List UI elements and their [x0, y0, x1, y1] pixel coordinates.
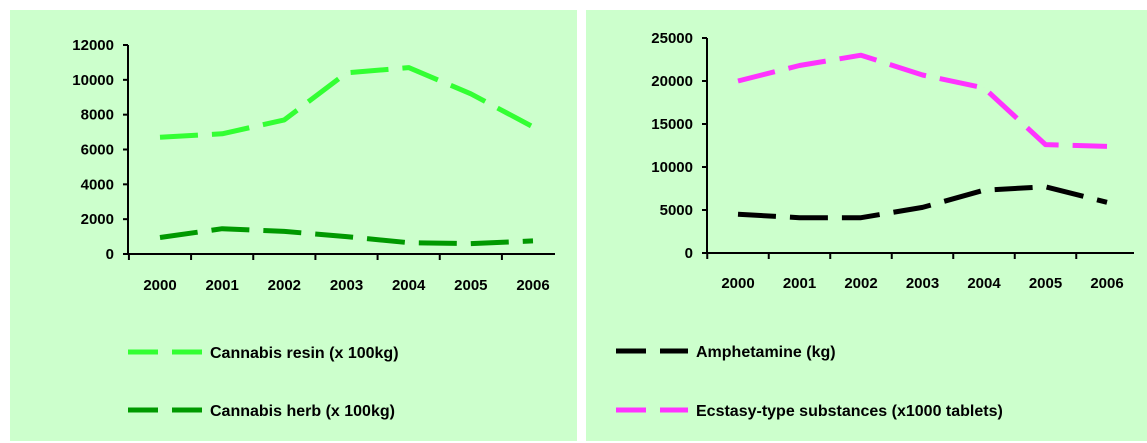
x-tick-label-right: 2006	[1090, 275, 1123, 292]
x-tick-label-left: 2006	[516, 277, 549, 294]
y-tick-label-right: 5000	[660, 202, 693, 219]
legend-label-left-1: Cannabis herb (x 100kg)	[210, 403, 395, 420]
y-tick-label-right: 0	[685, 245, 693, 262]
y-tick-label-left: 4000	[81, 176, 114, 193]
y-tick-label-left: 8000	[81, 107, 114, 124]
x-tick-label-right: 2003	[906, 275, 939, 292]
series-line-left-0	[159, 65, 535, 140]
y-tick-label-right: 20000	[651, 73, 693, 90]
series-line-left-1	[159, 226, 534, 247]
y-tick-label-left: 6000	[81, 142, 114, 159]
legend-label-right-1: Ecstasy-type substances (x1000 tablets)	[696, 403, 1003, 420]
legend-label-left-0: Cannabis resin (x 100kg)	[210, 345, 399, 362]
chart-panel-cannabis	[10, 10, 577, 441]
y-tick-label-left: 2000	[81, 211, 114, 228]
y-tick-label-right: 25000	[651, 30, 693, 47]
x-tick-label-left: 2001	[205, 277, 238, 294]
series-line-right-0	[737, 184, 1108, 221]
y-tick-label-right: 15000	[651, 116, 693, 133]
y-tick-label-left: 0	[106, 246, 114, 263]
x-tick-label-right: 2005	[1029, 275, 1062, 292]
chart-panel-amphetamine-ecstasy	[586, 10, 1147, 441]
x-tick-label-right: 2001	[783, 275, 816, 292]
legend-label-right-0: Amphetamine (kg)	[696, 344, 836, 361]
x-tick-label-left: 2004	[392, 277, 426, 294]
x-tick-label-left: 2000	[143, 277, 176, 294]
x-tick-label-right: 2002	[844, 275, 877, 292]
x-tick-label-left: 2002	[268, 277, 301, 294]
x-tick-label-right: 2000	[721, 275, 754, 292]
x-tick-label-right: 2004	[967, 275, 1001, 292]
y-tick-label-left: 12000	[72, 37, 114, 54]
y-tick-label-right: 10000	[651, 159, 693, 176]
x-tick-label-left: 2005	[454, 277, 487, 294]
y-tick-label-left: 10000	[72, 72, 114, 89]
series-line-right-1	[737, 52, 1108, 149]
x-tick-label-left: 2003	[330, 277, 363, 294]
